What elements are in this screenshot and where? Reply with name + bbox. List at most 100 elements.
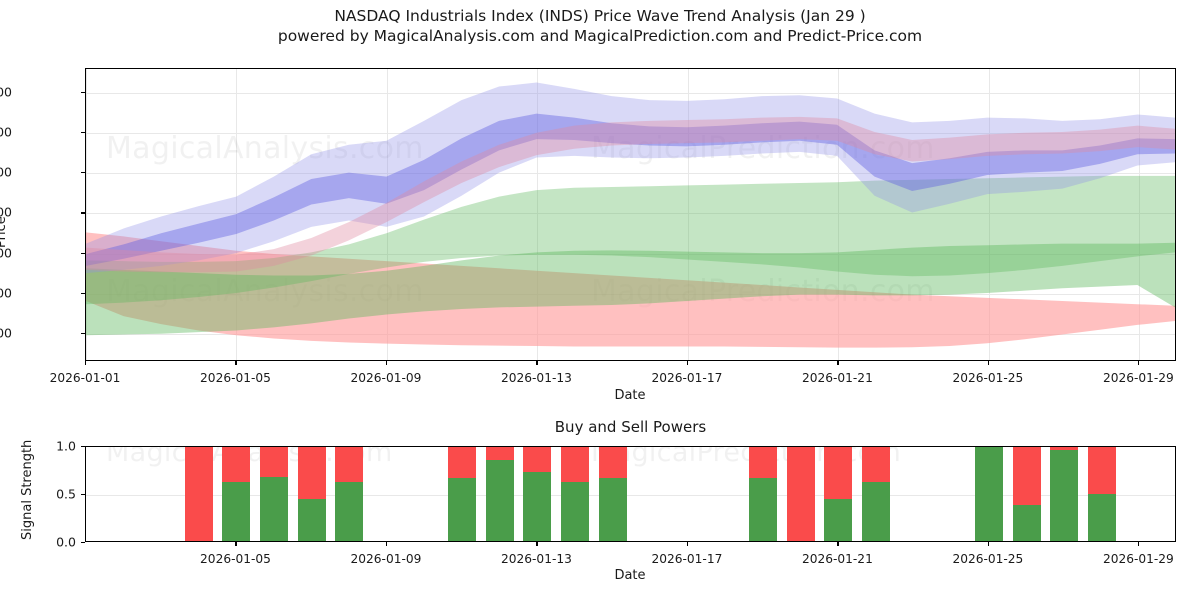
price-band-green-lower-band xyxy=(86,242,1175,336)
signal-bar[interactable] xyxy=(1050,447,1079,541)
buy-power-segment xyxy=(523,471,552,541)
price-y-tick-mark xyxy=(81,332,85,334)
signal-bar[interactable] xyxy=(222,447,251,541)
sell-power-segment xyxy=(598,447,627,478)
signal-bar[interactable] xyxy=(448,447,477,541)
buy-power-segment xyxy=(1050,449,1079,541)
signal-y-tick-label: 0.5 xyxy=(56,486,76,502)
price-x-tick-mark xyxy=(686,361,689,365)
buy-power-segment xyxy=(749,477,778,541)
signal-x-tick-label: 2026-01-17 xyxy=(651,552,723,566)
signal-x-tick-label: 2026-01-13 xyxy=(501,552,572,566)
signal-x-tick-label: 2026-01-05 xyxy=(200,552,271,566)
signal-bar[interactable] xyxy=(786,447,815,541)
signal-bar[interactable] xyxy=(749,447,778,541)
buy-power-segment xyxy=(974,447,1003,541)
sell-power-segment xyxy=(824,447,853,499)
signal-bar[interactable] xyxy=(862,447,891,541)
price-x-tick-mark xyxy=(837,361,839,365)
gridline-vertical xyxy=(386,69,388,360)
signal-y-tick-label: 1.0 xyxy=(56,438,76,454)
price-x-tick-mark xyxy=(987,361,989,365)
price-x-axis-label: Date xyxy=(614,388,646,403)
sell-power-segment xyxy=(749,447,778,478)
price-y-tick-label: 12800 xyxy=(0,164,12,180)
sell-power-segment xyxy=(1050,447,1079,450)
price-wave-bands xyxy=(86,82,1175,348)
buy-power-segment xyxy=(598,477,627,541)
signal-x-tick-mark xyxy=(686,542,689,546)
sell-power-segment xyxy=(1087,447,1116,494)
signal-y-tick-mark xyxy=(81,446,85,448)
signal-bar[interactable] xyxy=(1012,447,1041,541)
buy-power-segment xyxy=(260,476,289,541)
price-y-tick-label: 13000 xyxy=(0,84,12,100)
price-y-tick-mark xyxy=(81,172,85,174)
buy-power-segment xyxy=(335,482,364,541)
signal-bar[interactable] xyxy=(1087,447,1116,541)
page-subtitle: powered by MagicalAnalysis.com and Magic… xyxy=(277,27,923,45)
price-y-tick-label: 12400 xyxy=(0,325,12,341)
signal-chart-title: Buy and Sell Powers xyxy=(554,418,707,436)
gridline-horizontal xyxy=(86,173,1175,175)
price-band-pink-upper-band xyxy=(86,116,1175,273)
price-y-axis-label: Price xyxy=(0,216,9,248)
buy-power-segment xyxy=(297,498,326,541)
sell-power-segment xyxy=(561,447,590,483)
signal-x-tick-mark xyxy=(536,542,538,546)
signal-bar[interactable] xyxy=(260,447,289,541)
buy-power-segment xyxy=(1012,505,1041,541)
price-x-tick-mark xyxy=(536,361,538,365)
signal-y-tick-mark xyxy=(81,542,85,544)
signal-y-axis-label: Signal Strength xyxy=(20,439,35,540)
signal-bar[interactable] xyxy=(598,447,627,541)
gridline-vertical xyxy=(537,69,539,360)
price-x-tick-label: 2026-01-09 xyxy=(350,371,422,385)
price-x-tick-label: 2026-01-13 xyxy=(501,371,572,385)
signal-x-tick-mark xyxy=(837,542,839,546)
buy-power-segment xyxy=(485,460,514,541)
signal-x-axis-label: Date xyxy=(614,568,646,583)
signal-bar[interactable] xyxy=(297,447,326,541)
signal-bar[interactable] xyxy=(824,447,853,541)
sell-power-segment xyxy=(260,447,289,477)
price-band-blue-inner-band xyxy=(86,113,1175,266)
gridline-horizontal xyxy=(86,93,1175,95)
price-y-tick-label: 12600 xyxy=(0,245,12,261)
sell-power-segment xyxy=(297,447,326,499)
signal-bar[interactable] xyxy=(561,447,590,541)
price-y-tick-mark xyxy=(81,92,85,94)
price-y-tick-label: 12900 xyxy=(0,124,12,140)
signal-bar[interactable] xyxy=(335,447,364,541)
gridline-vertical xyxy=(988,69,990,360)
price-y-tick-label: 12700 xyxy=(0,204,12,220)
price-x-tick-label: 2026-01-01 xyxy=(49,371,121,385)
gridline-horizontal xyxy=(86,253,1175,255)
signal-x-tick-mark xyxy=(1138,542,1140,546)
buy-power-segment xyxy=(448,477,477,541)
signal-x-tick-label: 2026-01-09 xyxy=(350,552,422,566)
signal-bar[interactable] xyxy=(523,447,552,541)
price-x-tick-label: 2026-01-21 xyxy=(801,371,873,385)
signal-y-tick-label: 0.0 xyxy=(56,534,76,550)
price-y-tick-mark xyxy=(81,292,85,294)
signal-bar[interactable] xyxy=(485,447,514,541)
price-x-tick-label: 2026-01-05 xyxy=(200,371,271,385)
signal-x-tick-mark xyxy=(987,542,989,546)
signal-bar[interactable] xyxy=(974,447,1003,541)
gridline-vertical xyxy=(86,69,87,360)
price-x-tick-label: 2026-01-29 xyxy=(1102,371,1174,385)
price-y-tick-label: 12500 xyxy=(0,285,12,301)
buy-power-segment xyxy=(1087,493,1116,541)
sell-power-segment xyxy=(485,447,514,461)
sell-power-segment xyxy=(523,447,552,472)
price-x-tick-label: 2026-01-25 xyxy=(952,371,1024,385)
buy-power-segment xyxy=(222,482,251,541)
signal-x-tick-mark xyxy=(385,542,388,546)
sell-power-segment xyxy=(786,447,815,541)
gridline-horizontal xyxy=(86,495,1175,496)
signal-bar[interactable] xyxy=(184,447,213,541)
price-band-green-upper-band xyxy=(86,175,1175,305)
price-y-tick-mark xyxy=(81,212,85,214)
price-band-red-outer-band xyxy=(86,232,1175,348)
